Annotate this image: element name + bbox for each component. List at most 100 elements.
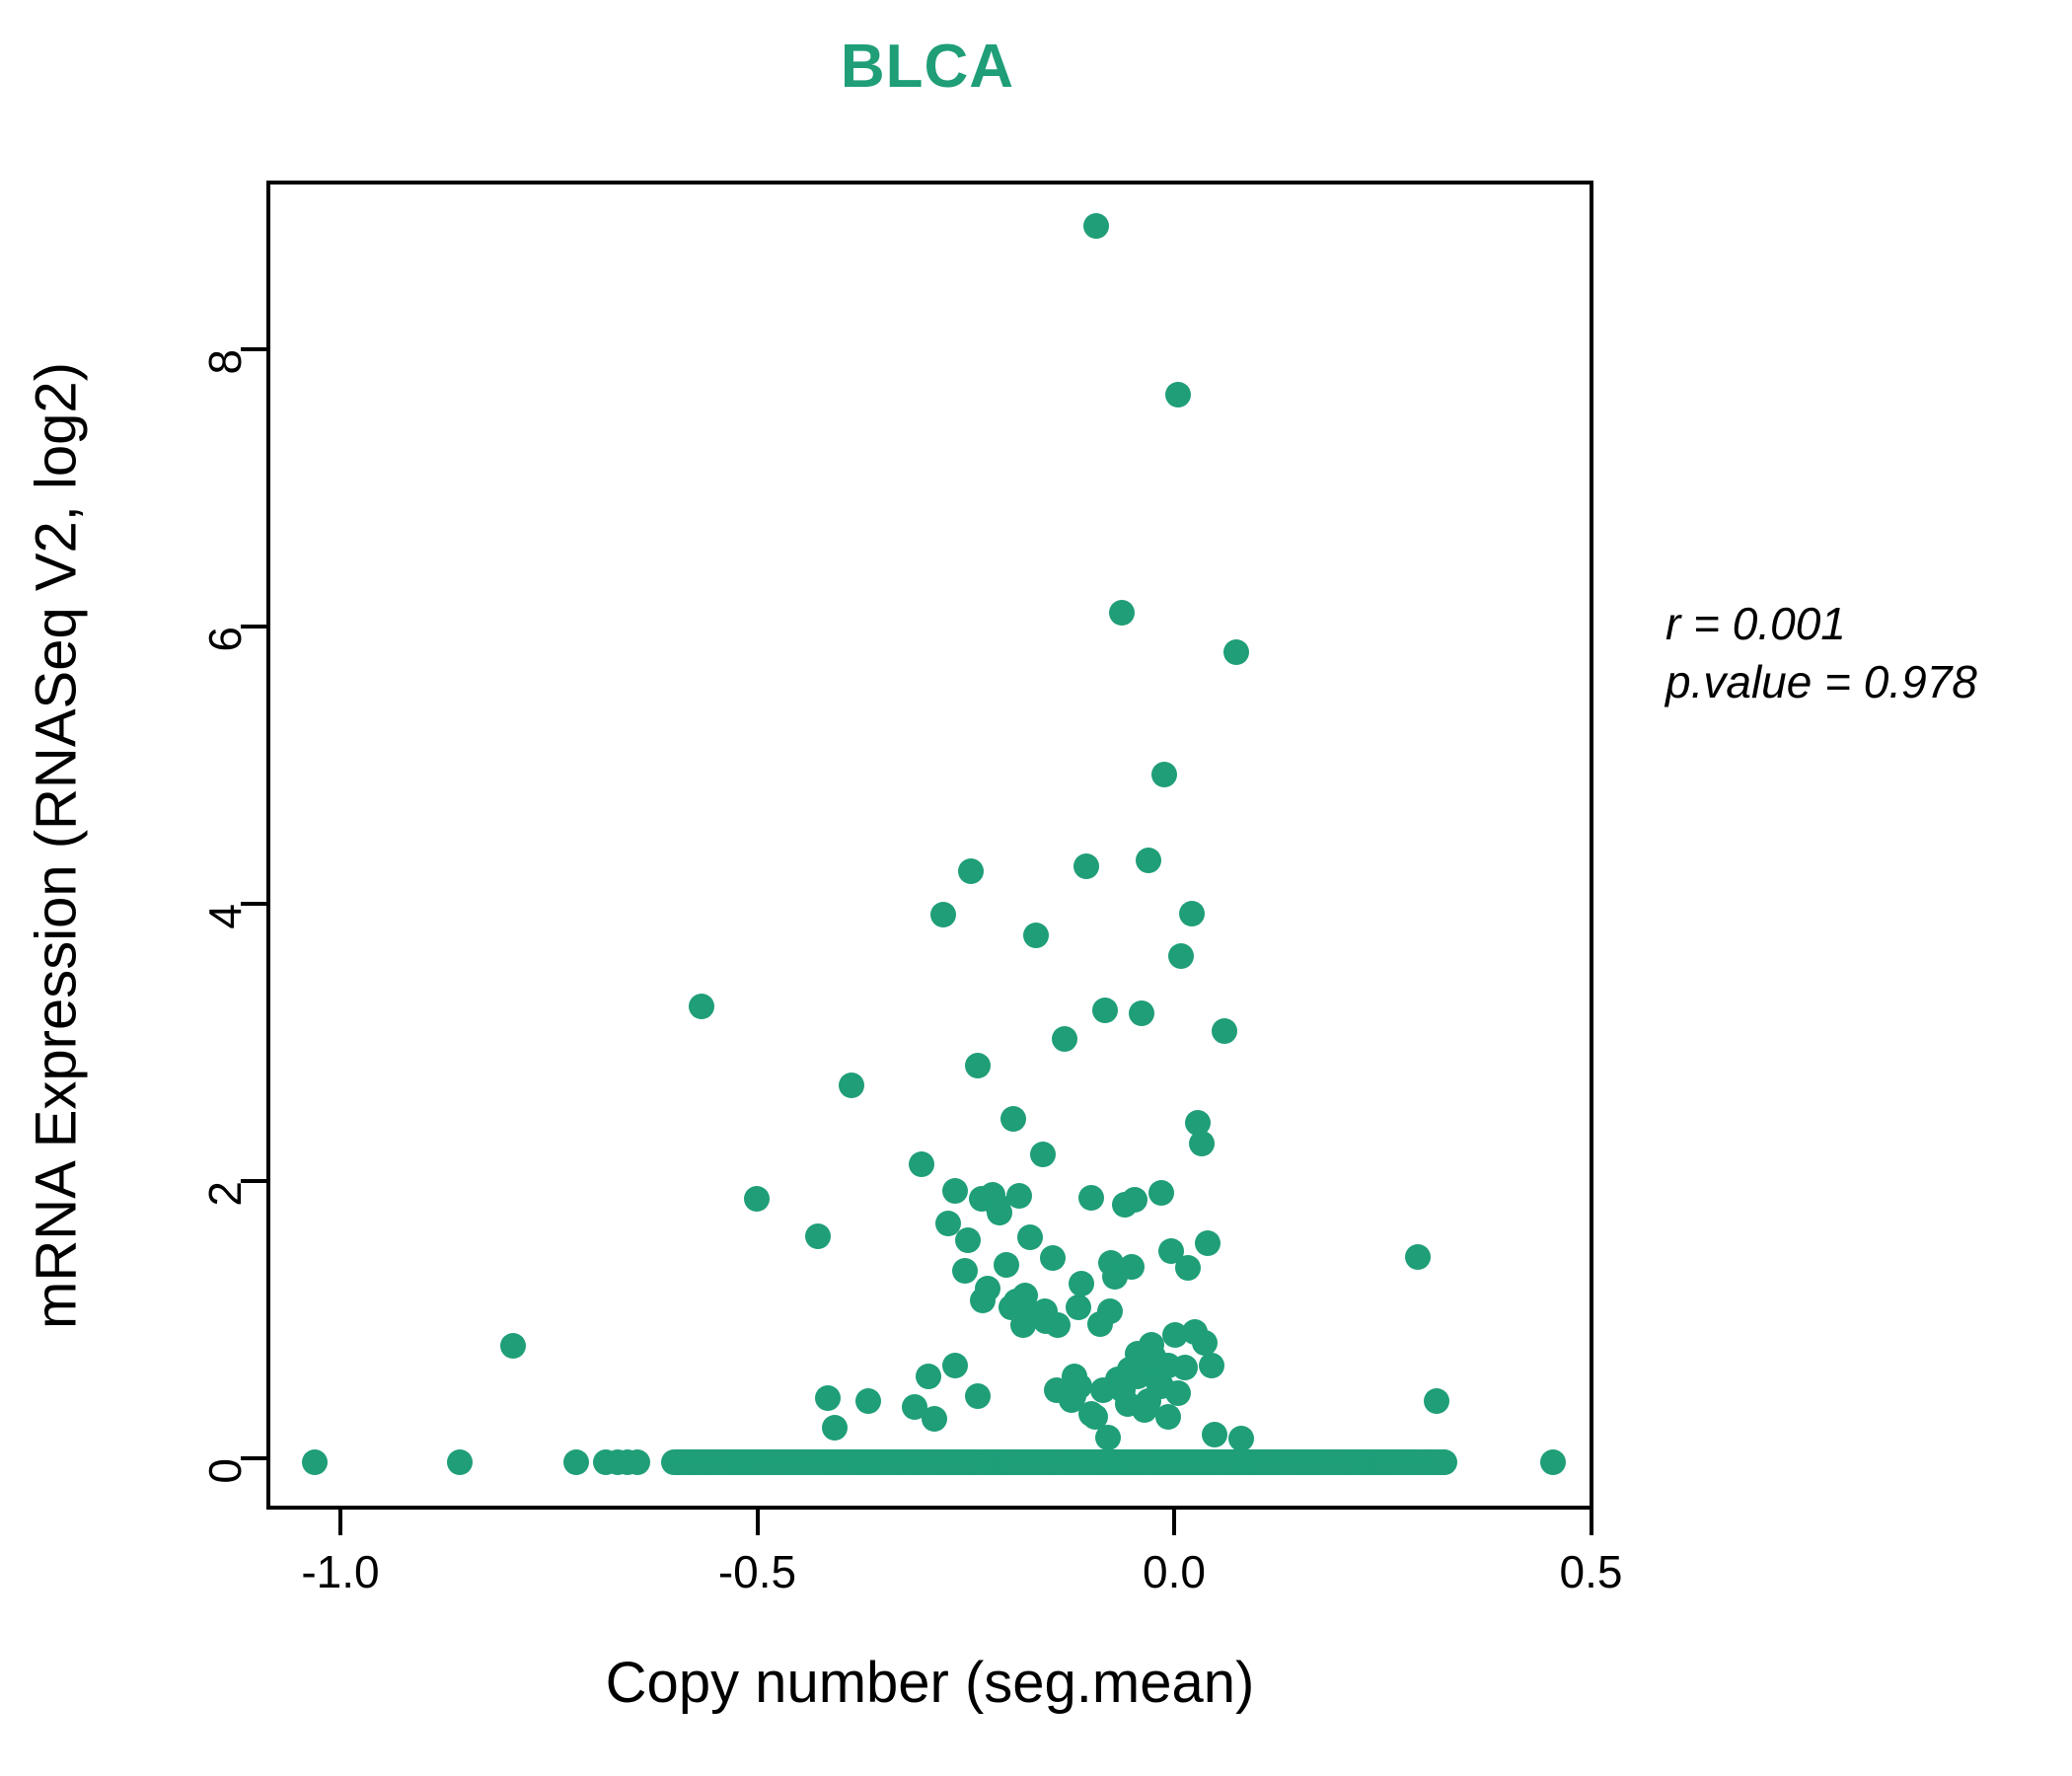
y-axis-tick (241, 625, 266, 629)
scatter-point (821, 1414, 848, 1441)
scatter-point (965, 1053, 992, 1079)
scatter-point (941, 1352, 968, 1378)
scatter-point (1108, 599, 1135, 626)
scatter-point (970, 1287, 997, 1313)
y-axis-tick-label-text: 8 (199, 349, 251, 375)
scatter-point (1083, 212, 1110, 239)
scatter-point (999, 1105, 1026, 1132)
scatter-point (1195, 1230, 1221, 1256)
scatter-point (1078, 1184, 1105, 1211)
scatter-point (987, 1200, 1013, 1226)
scatter-point (838, 1072, 864, 1098)
scatter-point (1405, 1244, 1432, 1271)
correlation-value: r = 0.001 (1665, 598, 1846, 649)
scatter-point (958, 858, 985, 885)
x-axis-tick-label: -1.0 (301, 1546, 380, 1597)
scatter-point (1073, 852, 1100, 879)
x-axis-tick-label: 0.0 (1143, 1546, 1206, 1597)
scatter-point (744, 1186, 771, 1213)
scatter-point (1202, 1421, 1228, 1447)
scatter-point (1198, 1352, 1224, 1378)
scatter-point (1052, 1026, 1078, 1053)
scatter-point (1228, 1426, 1255, 1452)
pvalue-value: p.value = 0.978 (1665, 655, 1977, 707)
scatter-point (1171, 1355, 1198, 1381)
page-title: BLCA (840, 33, 1015, 101)
scatter-point (1135, 848, 1161, 874)
scatter-point (1140, 1344, 1166, 1370)
scatter-point (1223, 639, 1250, 666)
scatter-point (1065, 1294, 1091, 1320)
scatter-point (993, 1252, 1019, 1279)
scatter-point (1540, 1449, 1567, 1475)
y-axis-tick-label-text: 0 (199, 1458, 251, 1484)
scatter-point (965, 1382, 992, 1409)
scatter-point (1165, 382, 1191, 408)
scatter-point (908, 1150, 934, 1177)
scatter-point (1091, 997, 1118, 1023)
scatter-point (446, 1449, 473, 1475)
scatter-point (941, 1177, 968, 1204)
scatter-point (1040, 1245, 1067, 1272)
scatter-point (302, 1449, 329, 1475)
scatter-point (1110, 1376, 1137, 1403)
scatter-point (1062, 1363, 1088, 1389)
scatter-point (1078, 1400, 1105, 1427)
scatter-point (1016, 1224, 1043, 1251)
x-axis-title: Copy number (seg.mean) (605, 1651, 1255, 1715)
scatter-point (1033, 1307, 1060, 1334)
scatter-point (1175, 1255, 1202, 1282)
scatter-point (1154, 1403, 1181, 1430)
scatter-point (1068, 1270, 1094, 1296)
scatter-point (1003, 1289, 1030, 1315)
y-axis-tick (241, 1179, 266, 1183)
scatter-point (1118, 1253, 1145, 1280)
scatter-point (1168, 943, 1195, 970)
scatter-point (1178, 900, 1205, 926)
scatter-point (1165, 1379, 1191, 1406)
scatter-point (1006, 1183, 1033, 1210)
scatter-point (1023, 923, 1050, 949)
y-axis-tick-label-text: 4 (199, 904, 251, 929)
scatter-point (1030, 1142, 1057, 1168)
scatter-point (1148, 1180, 1175, 1207)
scatter-point (562, 1449, 589, 1475)
scatter-point (804, 1222, 831, 1249)
scatter-point (901, 1393, 927, 1420)
y-axis-title: mRNA Expression (RNASeq V2, log2) (24, 361, 89, 1329)
scatter-point (1128, 999, 1154, 1026)
scatter-point (1423, 1388, 1449, 1415)
scatter-point (1009, 1311, 1036, 1338)
y-axis-tick (241, 902, 266, 906)
x-axis-tick-label: -0.5 (717, 1546, 797, 1597)
scatter-point (951, 1258, 978, 1285)
scatter-point (688, 993, 714, 1019)
stats-annotation: r = 0.001 p.value = 0.978 (1665, 595, 1977, 711)
scatter-point (915, 1363, 941, 1389)
scatter-point (1192, 1330, 1219, 1357)
x-axis-tick (755, 1510, 760, 1535)
y-axis-tick-label-text: 6 (199, 627, 251, 652)
y-axis-tick (241, 347, 266, 351)
scatter-point (1151, 762, 1178, 788)
x-axis-tick (1172, 1510, 1176, 1535)
y-axis-tick (241, 1456, 266, 1460)
y-axis-title-wrapper: mRNA Expression (RNASeq V2, log2) (12, 181, 101, 1510)
scatter-point (1188, 1130, 1215, 1156)
scatter-point (955, 1227, 982, 1254)
scatter-point (929, 902, 956, 928)
scatter-point (625, 1449, 651, 1475)
scatter-point (1212, 1018, 1238, 1045)
scatter-point (499, 1332, 526, 1359)
x-axis-tick (1589, 1510, 1593, 1535)
plot-area (266, 181, 1593, 1510)
x-axis-tick (338, 1510, 342, 1535)
scatter-point (815, 1385, 842, 1412)
y-axis-tick-label-text: 2 (199, 1181, 251, 1207)
scatter-point (1122, 1187, 1148, 1214)
x-axis-tick-label: 0.5 (1559, 1546, 1623, 1597)
scatter-points-layer (270, 185, 1590, 1506)
scatter-point (1096, 1297, 1123, 1324)
scatter-point (1431, 1449, 1457, 1475)
